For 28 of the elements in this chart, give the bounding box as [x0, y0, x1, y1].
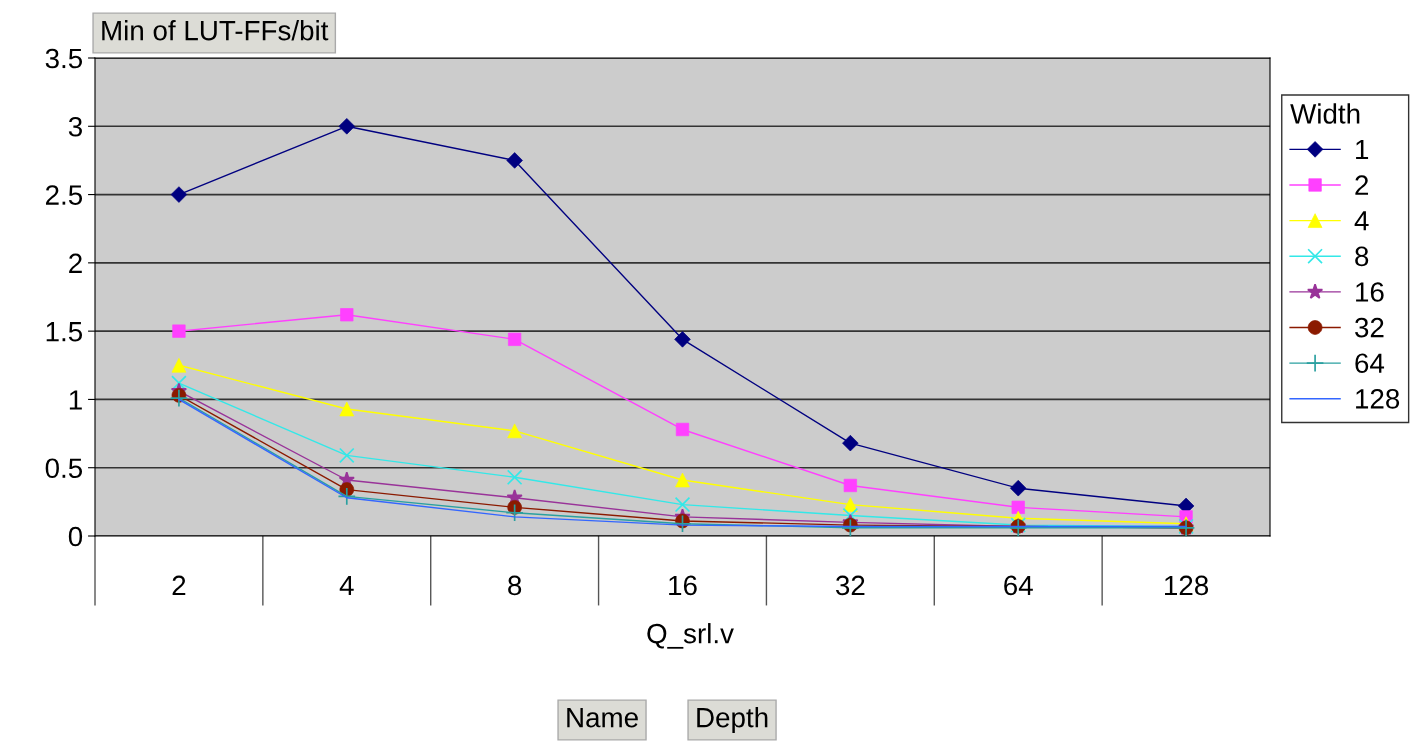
x-tick-label: 32: [835, 575, 865, 596]
legend-label: 64: [1355, 353, 1385, 374]
x-tick-label: 2: [172, 575, 186, 596]
legend-label: 4: [1354, 211, 1369, 231]
legend-title: Width: [1290, 103, 1360, 124]
y-tick-label: 3.5: [45, 48, 83, 69]
legend-label: 1: [1356, 139, 1369, 160]
y-tick-label: 3: [68, 116, 82, 137]
y-tick-label: 2: [69, 253, 82, 273]
y-tick-label: 0: [68, 526, 83, 547]
y-tick-label: 1.5: [46, 322, 83, 342]
x-tick-label: 4: [339, 575, 354, 596]
y-tick-label: 2.5: [45, 185, 83, 205]
legend-label: 32: [1355, 317, 1384, 338]
x-tick-label: 64: [1004, 575, 1033, 596]
x-tick-label: 16: [669, 575, 697, 596]
text: Name: [567, 708, 638, 728]
chart-title: Min of LUT-FFs/bit: [102, 20, 329, 41]
legend-label: 2: [1355, 175, 1369, 195]
y-tick-label: 1: [69, 390, 82, 410]
y-tick-label: 0.5: [45, 458, 83, 479]
legend-label: 8: [1355, 246, 1369, 267]
legend-label: 128: [1356, 389, 1400, 409]
x-tick-label: 8: [508, 575, 522, 596]
x-axis-title: Q_srl.v: [647, 623, 734, 649]
text: Depth: [697, 707, 768, 733]
x-tick-label: 128: [1165, 575, 1209, 596]
legend-label: 16: [1356, 282, 1384, 302]
